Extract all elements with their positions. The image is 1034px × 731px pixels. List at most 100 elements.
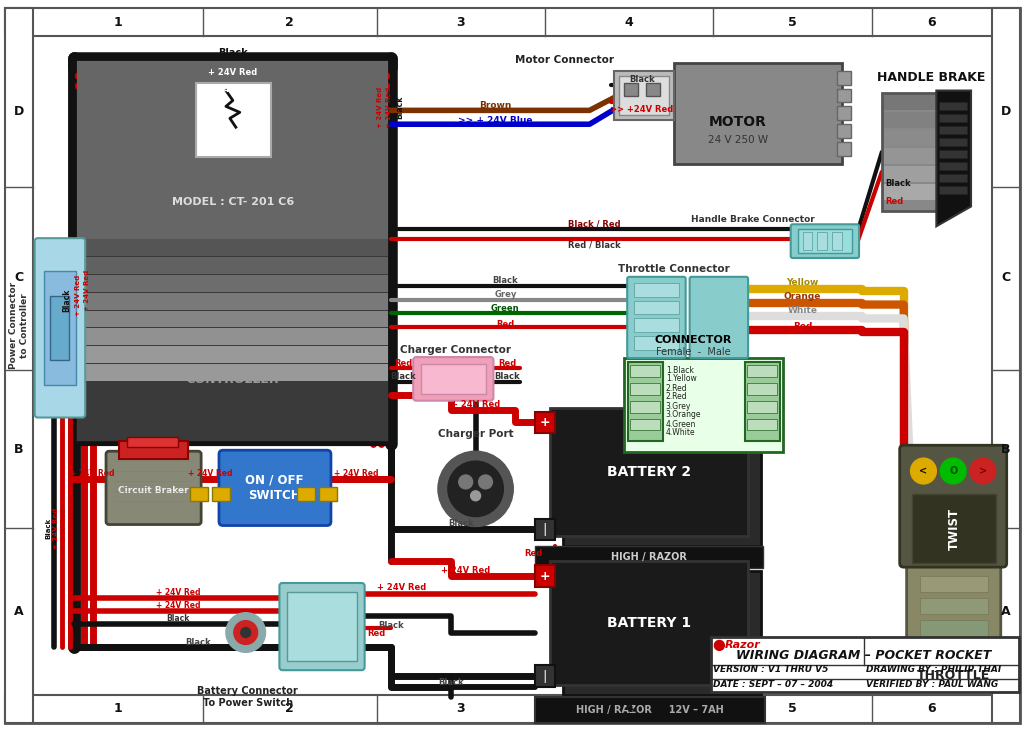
Text: Black: Black (885, 179, 911, 188)
Text: Motor Connector: Motor Connector (515, 55, 614, 65)
Text: 2.Red: 2.Red (666, 393, 688, 401)
Text: 3.Grey: 3.Grey (666, 402, 691, 411)
Bar (78, 346, 389, 363)
Bar (287, 592, 357, 662)
Text: D: D (13, 105, 24, 118)
Bar (939, 102, 967, 110)
Bar (797, 230, 852, 253)
Bar (884, 183, 939, 200)
Text: Black: Black (494, 372, 520, 382)
Text: B: B (1001, 443, 1010, 455)
Circle shape (234, 621, 257, 645)
Text: + 24V Red: + 24V Red (156, 588, 201, 597)
Polygon shape (937, 91, 971, 227)
Text: 2: 2 (285, 702, 294, 716)
Text: MODEL : CT- 201 C6: MODEL : CT- 201 C6 (172, 197, 294, 207)
Bar (939, 150, 967, 158)
Bar (619, 76, 669, 115)
Bar (50, 295, 69, 360)
Text: ON / OFF
SWITCH: ON / OFF SWITCH (245, 474, 304, 502)
Text: 1.Yellow: 1.Yellow (666, 374, 697, 383)
Circle shape (479, 475, 492, 489)
Bar (992, 8, 1020, 723)
Bar (674, 63, 843, 79)
FancyBboxPatch shape (35, 238, 85, 417)
Text: A: A (1001, 605, 1010, 618)
Bar (884, 148, 939, 164)
Text: HANDLE BRAKE: HANDLE BRAKE (877, 71, 985, 84)
Text: Black: Black (391, 372, 416, 382)
Bar (421, 364, 486, 394)
Bar (674, 80, 843, 96)
Bar (919, 598, 987, 614)
Bar (818, 232, 827, 250)
Circle shape (438, 451, 513, 526)
Text: >> +24V Red: >> +24V Red (610, 105, 674, 114)
Bar (78, 328, 389, 345)
Text: Black: Black (438, 678, 463, 686)
Text: BATTERY 1: BATTERY 1 (607, 616, 691, 629)
Bar (838, 142, 851, 156)
Text: Black: Black (166, 614, 190, 623)
Circle shape (459, 475, 473, 489)
Text: 1: 1 (114, 702, 122, 716)
FancyBboxPatch shape (690, 277, 748, 358)
Text: + 24V Red: + 24V Red (188, 469, 233, 477)
Bar (838, 124, 851, 138)
Text: DRAWING BY : PHILIP THAI: DRAWING BY : PHILIP THAI (866, 664, 1001, 674)
Bar (535, 697, 765, 723)
Text: TWIST: TWIST (948, 507, 961, 550)
Text: C: C (14, 271, 24, 284)
Text: Red: Red (367, 629, 386, 638)
Bar (919, 641, 987, 657)
Circle shape (225, 613, 266, 652)
Bar (939, 186, 967, 194)
Text: Black: Black (62, 289, 71, 312)
Text: 4: 4 (625, 15, 634, 29)
Bar (5, 8, 1020, 36)
Bar (884, 130, 939, 146)
Text: 4.Green: 4.Green (666, 420, 696, 429)
Bar (919, 576, 987, 592)
Text: 3: 3 (456, 15, 465, 29)
Bar (646, 83, 660, 96)
Text: 3.Orange: 3.Orange (666, 410, 701, 419)
Bar (614, 71, 674, 121)
Text: CONNECTOR: CONNECTOR (655, 336, 732, 345)
Bar (5, 8, 33, 723)
Text: Orange: Orange (784, 292, 821, 301)
Text: + 24V Red: + 24V Red (156, 602, 201, 610)
Text: VERSION : V1 THRU V5: VERSION : V1 THRU V5 (713, 664, 829, 674)
Text: HIGH / RAZOR: HIGH / RAZOR (611, 552, 687, 562)
Bar (939, 138, 967, 146)
Text: Black: Black (185, 638, 211, 647)
Text: Brown: Brown (479, 101, 512, 110)
Text: HIGH / RAZOR     12V – 7AH: HIGH / RAZOR 12V – 7AH (576, 705, 724, 715)
Text: Circuit Braker: Circuit Braker (118, 486, 189, 496)
Text: Red: Red (885, 197, 903, 206)
Text: Red: Red (394, 358, 413, 368)
Bar (939, 126, 967, 134)
Bar (625, 83, 638, 96)
Bar (196, 83, 271, 157)
FancyBboxPatch shape (791, 224, 859, 258)
Bar (127, 437, 178, 447)
Circle shape (911, 458, 937, 484)
Text: 2.Red: 2.Red (666, 385, 688, 393)
Text: ❘: ❘ (540, 670, 550, 683)
Bar (629, 362, 663, 442)
Text: B: B (14, 443, 24, 455)
Bar (674, 96, 843, 113)
Text: + 24V Red: + 24V Red (442, 566, 490, 575)
Text: 4: 4 (625, 702, 634, 716)
Bar (630, 419, 660, 431)
FancyBboxPatch shape (279, 583, 365, 670)
Bar (78, 61, 389, 442)
Bar (748, 401, 777, 412)
Text: 5: 5 (788, 702, 797, 716)
Bar (634, 319, 678, 333)
Text: + 24V Red: + 24V Red (377, 87, 384, 128)
Bar (634, 336, 678, 350)
Text: + 24V Red: + 24V Red (451, 400, 500, 409)
Bar (748, 365, 777, 377)
